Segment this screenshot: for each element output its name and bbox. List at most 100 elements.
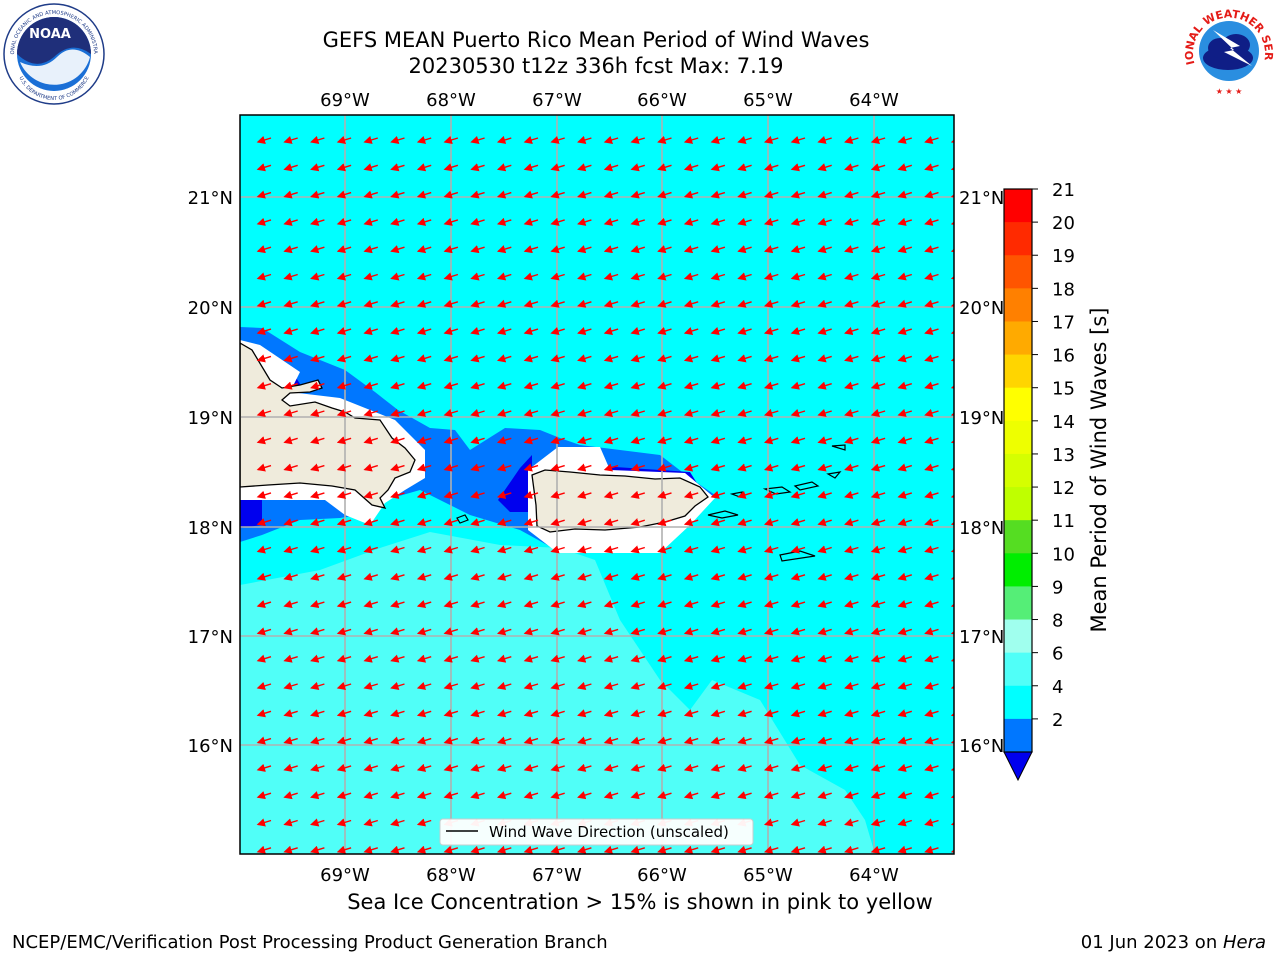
direction-arrow [470,709,485,718]
direction-arrow [763,600,779,609]
direction-arrow [897,135,913,144]
direction-arrow [363,518,379,527]
direction-arrow [443,600,459,609]
direction-arrow [390,818,405,827]
direction-arrow [870,190,886,199]
lat-tick-right: 21°N [959,188,1004,209]
direction-arrow [256,135,272,144]
direction-arrow [283,791,298,800]
direction-arrow [443,736,459,745]
direction-arrow [310,709,325,718]
direction-arrow [897,654,913,663]
direction-arrow [603,408,619,417]
direction-arrow [470,627,485,636]
direction-arrow [870,135,886,144]
direction-arrow [657,299,672,308]
direction-arrow [310,381,325,390]
lon-tick-bottom: 68°W [426,865,476,886]
direction-arrow [603,135,619,144]
direction-arrow [897,299,913,308]
direction-arrow [550,736,565,745]
direction-arrow [523,709,539,718]
legend-label: Wind Wave Direction (unscaled) [489,823,729,841]
direction-arrow [897,600,913,609]
direction-arrow [763,518,779,527]
footer-machine: Hera [1222,932,1266,953]
direction-arrow [817,763,832,772]
direction-arrow [870,299,886,308]
direction-arrow [790,572,806,581]
direction-arrow [577,190,592,199]
direction-arrow [310,518,325,527]
direction-arrow [790,545,806,554]
direction-arrow [470,299,485,308]
direction-arrow [523,681,539,690]
direction-arrow [390,245,405,254]
direction-arrow [363,436,379,445]
direction-arrow [763,463,779,472]
direction-arrow [416,463,432,472]
direction-arrow [630,654,646,663]
direction-arrow [523,518,539,527]
direction-arrow [817,272,832,281]
direction-arrow [523,791,539,800]
direction-arrow [603,217,619,226]
direction-arrow [550,572,565,581]
direction-arrow [817,299,832,308]
direction-arrow [336,436,352,445]
direction-arrow [310,217,325,226]
direction-arrow [924,681,939,690]
direction-arrow [603,845,619,854]
direction-arrow [924,627,939,636]
direction-arrow [683,436,699,445]
direction-arrow [897,245,913,254]
colorbar-tick-label: 6 [1052,644,1063,665]
direction-arrow [657,654,672,663]
direction-arrow [470,135,485,144]
direction-arrow [470,736,485,745]
direction-arrow [443,163,459,172]
lon-tick-bottom: 66°W [637,865,687,886]
direction-arrow [443,436,459,445]
direction-arrow [416,190,432,199]
direction-arrow [310,818,325,827]
direction-arrow [737,217,752,226]
direction-arrow [710,572,726,581]
direction-arrow [416,272,432,281]
direction-arrow [363,245,379,254]
direction-arrow [737,627,752,636]
direction-arrow [256,490,272,499]
direction-arrow [844,627,859,636]
direction-arrow [416,436,432,445]
direction-arrow [737,463,752,472]
direction-arrow [683,190,699,199]
direction-arrow [870,272,886,281]
lat-tick-right: 17°N [959,627,1004,648]
direction-arrow [924,518,939,527]
direction-arrow [336,845,352,854]
direction-arrow [256,791,272,800]
direction-arrow [897,681,913,690]
direction-arrow [844,709,859,718]
direction-arrow [390,709,405,718]
direction-arrow [737,791,752,800]
direction-arrow [470,190,485,199]
colorbar-frame [1003,188,1033,753]
nws-logo: NATIONAL WEATHER SERVICE ★ ★ ★ [1178,0,1278,100]
direction-arrow [390,436,405,445]
direction-arrow [683,545,699,554]
direction-arrow [683,736,699,745]
direction-arrow [550,600,565,609]
direction-arrow [283,327,298,336]
direction-arrow [390,845,405,854]
direction-arrow [630,763,646,772]
direction-arrow [363,736,379,745]
direction-arrow [683,763,699,772]
direction-arrow [763,763,779,772]
direction-arrow [870,627,886,636]
direction-arrow [790,627,806,636]
direction-arrow [870,463,886,472]
direction-arrow [710,654,726,663]
direction-arrow [630,709,646,718]
direction-arrow [657,572,672,581]
